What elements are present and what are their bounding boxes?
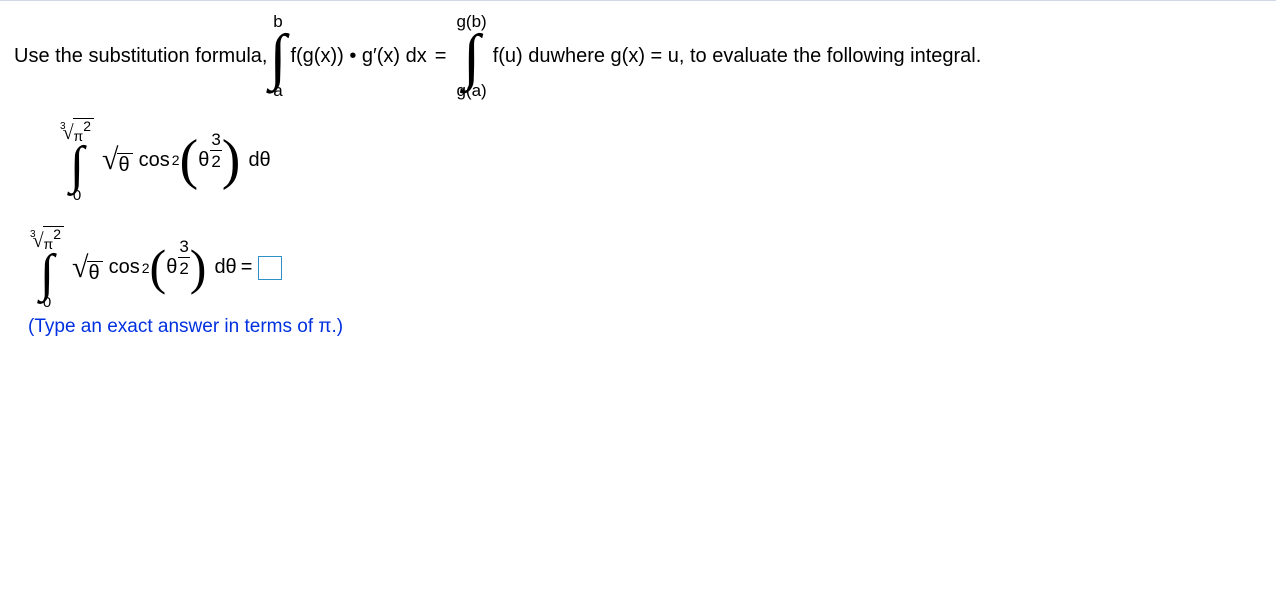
question-body: Use the substitution formula, b ∫ a f(g(… (0, 9, 1276, 352)
integral-icon: ∫ (463, 33, 480, 81)
lhs-integral: b ∫ a (269, 13, 286, 99)
answer-lower: 0 (43, 295, 51, 310)
sqrt-theta: √ θ (102, 145, 133, 175)
sqrt-theta: √ θ (72, 253, 103, 283)
integral-icon: ∫ (269, 33, 286, 81)
inner-base: θ (198, 149, 209, 172)
given-integral: 3 √ π2 ∫ 0 √ θ cos 2 ( θ 3 2 (58, 117, 1262, 203)
lhs-lower: a (273, 82, 282, 99)
d-theta: dθ (214, 256, 236, 279)
answer-integral-line: 3 √ π2 ∫ 0 √ θ cos 2 ( θ 3 2 (28, 225, 1262, 311)
given-integrand: √ θ cos 2 ( θ 3 2 ) dθ (102, 131, 275, 190)
trail-text: where g(x) = u, to evaluate the followin… (551, 45, 982, 68)
cos-power: 2 (172, 152, 180, 168)
inner-exponent: 3 2 (210, 131, 221, 170)
cos-label: cos (139, 149, 170, 172)
lhs-integrand: f(g(x)) • g′(x) dx (290, 45, 426, 68)
rhs-lower: g(a) (456, 82, 486, 99)
integral-icon: ∫ (40, 254, 54, 295)
given-lower: 0 (73, 188, 81, 203)
d-theta: dθ (248, 149, 270, 172)
inner-base: θ (166, 256, 177, 279)
lparen-icon: ( (180, 141, 199, 180)
equals-sign: = (435, 45, 447, 68)
integral-icon: ∫ (70, 146, 84, 187)
rhs-integrand: f(u) du (493, 45, 551, 68)
answer-integrand: √ θ cos 2 ( θ 3 2 ) dθ = (72, 238, 282, 297)
equals-sign: = (241, 256, 253, 279)
answer-integral-sign: 3 √ π2 ∫ 0 (30, 225, 64, 311)
inner-exponent: 3 2 (178, 238, 189, 277)
cos-power: 2 (142, 260, 150, 276)
answer-input[interactable] (258, 256, 282, 280)
top-rule (0, 0, 1276, 1)
rhs-integral: g(b) ∫ g(a) (456, 13, 486, 99)
substitution-formula-line: Use the substitution formula, b ∫ a f(g(… (14, 13, 1262, 99)
cos-label: cos (109, 256, 140, 279)
given-integral-sign: 3 √ π2 ∫ 0 (60, 117, 94, 203)
lparen-icon: ( (150, 250, 167, 285)
rparen-icon: ) (222, 141, 241, 180)
rparen-icon: ) (190, 250, 207, 285)
lead-text: Use the substitution formula, (14, 45, 267, 68)
answer-hint: (Type an exact answer in terms of π.) (28, 316, 1262, 338)
